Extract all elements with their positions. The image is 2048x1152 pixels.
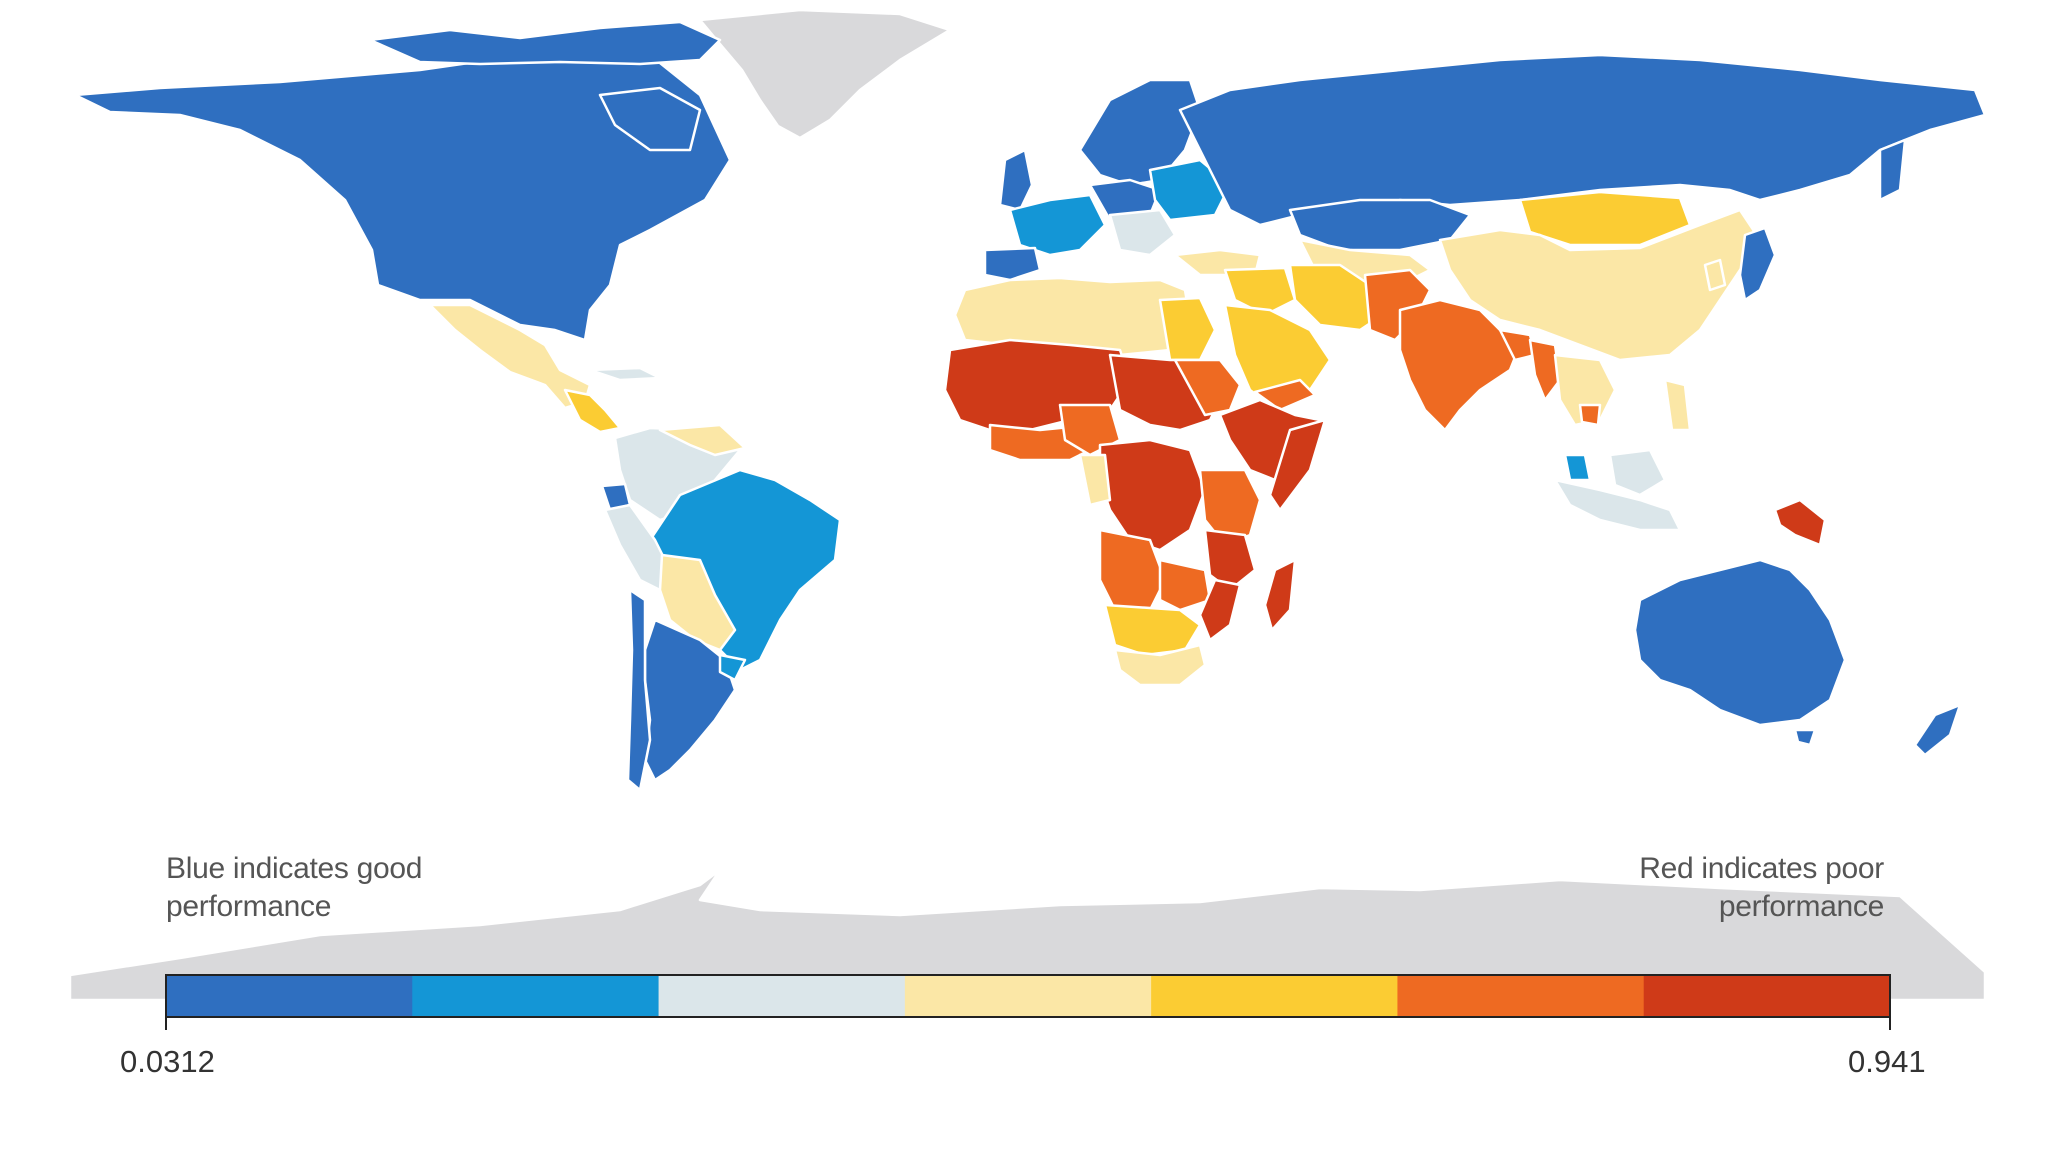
legend-bin-3 (658, 975, 906, 1017)
region-baffin (598, 86, 702, 152)
region-mozambique (1198, 578, 1242, 642)
legend-good-note-line1: Blue indicates good (166, 852, 423, 885)
legend-poor-note-line2: performance (1718, 890, 1884, 923)
region-central-europe (1088, 178, 1162, 222)
region-india (1398, 298, 1522, 432)
legend-bin-5 (1151, 975, 1398, 1017)
region-south-africa (1113, 643, 1207, 687)
region-australia (1633, 558, 1847, 727)
region-zambia (1158, 558, 1212, 612)
legend-poor-note-line1: Red indicates poor (1639, 852, 1884, 885)
legend-bin-2 (412, 975, 660, 1017)
region-cambodia (1578, 403, 1602, 427)
legend-color-scale (166, 975, 1891, 1017)
legend-bin-7 (1643, 975, 1891, 1017)
region-bolivia-paraguay (658, 553, 737, 652)
region-philippines (1663, 378, 1692, 432)
region-kamchatka (1878, 138, 1907, 202)
region-east-africa (1198, 468, 1262, 547)
region-papua-new-guinea (1773, 498, 1827, 547)
region-greenland (698, 8, 952, 140)
region-korea-japan (1703, 258, 1727, 292)
region-uk (998, 148, 1034, 212)
region-malaysia (1563, 453, 1592, 482)
region-guianas (658, 423, 747, 457)
region-eastern-europe (1148, 158, 1232, 222)
legend-good-note: Blue indicates good performance (166, 850, 422, 926)
region-china (1438, 208, 1762, 362)
region-arctic-islands (368, 20, 722, 66)
region-sudan-east (1173, 358, 1242, 417)
region-namibia-botswana (1103, 603, 1202, 657)
region-chile (626, 588, 652, 792)
region-antarctica (68, 868, 1987, 1002)
legend-bin-1 (166, 975, 413, 1017)
legend-bin-6 (1397, 975, 1645, 1017)
region-tanzania (1203, 528, 1257, 592)
region-cameroon-gabon (1078, 453, 1112, 507)
region-tasmania (1793, 728, 1817, 747)
region-iraq-syria (1223, 266, 1297, 317)
region-iberia (983, 246, 1042, 282)
region-egypt (1158, 296, 1217, 362)
legend-poor-note: Red indicates poor performance (1520, 850, 1884, 926)
region-somalia (1268, 418, 1327, 512)
region-central-america (563, 388, 622, 434)
region-japan (1738, 226, 1777, 302)
region-uruguay (718, 653, 747, 682)
legend-bin-4 (904, 975, 1152, 1017)
legend-min-label: 0.0312 (120, 1044, 215, 1079)
region-western-europe (1008, 193, 1107, 257)
legend-good-note-line2: performance (166, 890, 332, 923)
region-new-zealand (1913, 703, 1962, 757)
legend-max-label: 0.941 (1848, 1044, 1926, 1079)
region-borneo (1608, 448, 1667, 497)
region-cuba (588, 366, 662, 382)
region-myanmar (1528, 338, 1562, 402)
region-balkans (1108, 208, 1177, 257)
region-indonesia (1553, 478, 1682, 532)
region-madagascar (1263, 558, 1297, 632)
